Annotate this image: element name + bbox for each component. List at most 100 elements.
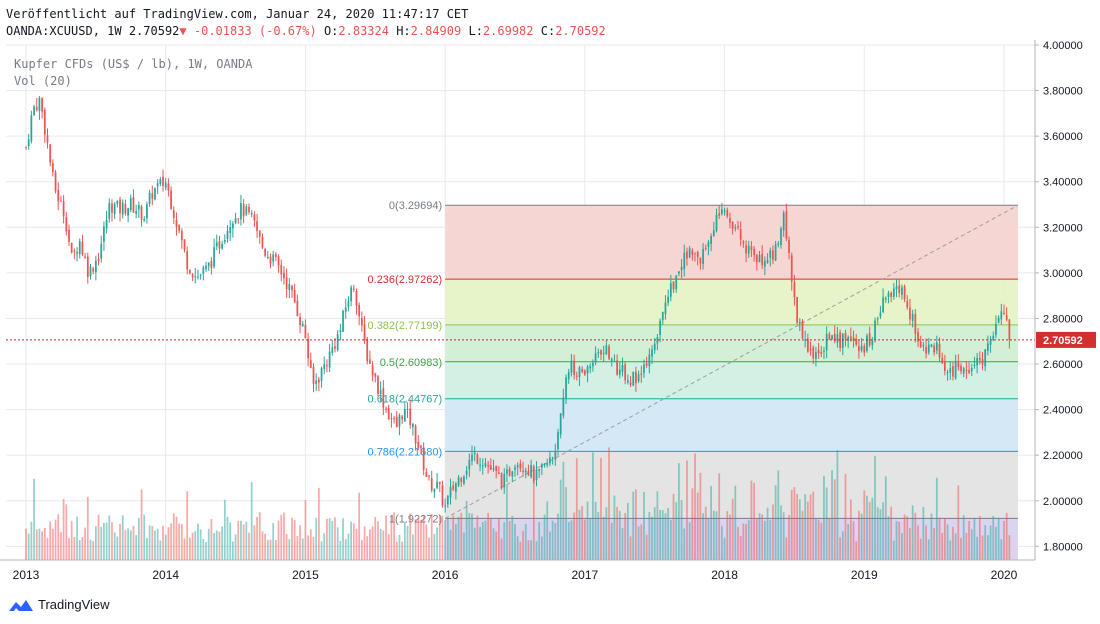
volume-bar [672,493,675,560]
candle [769,247,772,267]
candle-body [240,203,242,220]
volume-bar [723,537,726,560]
volume-bar [769,519,772,560]
volume-bar [532,478,535,560]
candle [836,326,839,348]
candle [565,374,567,405]
candle-body [312,367,315,384]
candle [892,282,895,300]
volume-bar [57,514,60,560]
candle-body [608,346,610,359]
volume-bar [143,514,146,560]
candle [766,253,769,264]
candle-body [210,261,213,269]
candle-body [463,476,465,484]
volume-bar [729,514,731,560]
candle [183,239,186,253]
candle-body [855,338,858,345]
candle-body [933,345,936,353]
candle-body [119,199,121,214]
volume-bar [207,528,210,560]
candle-body [508,468,511,476]
volume-bar [172,513,175,560]
candle [688,246,691,259]
candle-body [747,245,750,254]
candle [258,230,261,244]
candle-body [516,465,519,467]
candle [339,323,342,341]
volume-bar [938,517,941,560]
brand[interactable]: TradingView [8,597,110,612]
candle [108,198,111,223]
candle [129,194,132,213]
volume-bar [460,512,463,560]
candle-body [46,135,49,143]
candle-body [882,297,884,312]
candle-body [51,163,54,173]
volume-bar [890,506,893,560]
volume-bar [275,540,277,560]
candle-body [199,274,202,276]
candle-body [538,469,541,471]
candle [309,352,312,369]
candle [355,288,358,315]
candle-body [782,212,785,231]
volume-bar [855,541,858,560]
volume-bar [385,515,387,560]
volume-bar [678,463,680,560]
candle-body [669,282,672,297]
candle-body [527,471,530,476]
volume-bar [347,533,350,560]
candle-body [264,249,266,256]
volume-bar [551,520,554,560]
close-label: C: [540,24,556,38]
price-tick-label: 2.60000 [1043,359,1083,371]
candle [530,459,532,479]
candle-body [575,375,578,377]
volume-bar [812,491,815,560]
volume-bar [839,537,841,560]
candle [320,366,323,388]
volume-bar [637,526,640,560]
volume-bar [436,527,438,560]
candle-body [315,380,318,385]
candle-body [261,236,264,248]
fib-trend-line [444,204,1019,519]
volume-bar [575,458,578,560]
candle-body [992,335,995,341]
candle-body [500,473,503,488]
volume-bar [54,519,57,560]
volume-bar [833,479,836,560]
candle [113,202,116,219]
candle [522,461,524,477]
candle [272,250,275,267]
candle [532,464,535,484]
candle [403,401,406,422]
candle [608,344,610,361]
volume-bar [473,527,476,560]
volume-bar [648,512,651,560]
candle [903,284,906,303]
candle [226,225,229,243]
candle [245,204,248,217]
candle [788,236,790,260]
volume-bar [339,540,342,560]
low-label: L: [468,24,483,38]
candle-body [25,147,27,149]
candle-body [266,257,269,259]
candle-body [828,333,831,340]
candle [984,348,987,372]
time-tick-label: 2019 [851,568,878,582]
candle [229,220,232,241]
candle-body [180,231,183,241]
candle [554,443,557,466]
candle-body [1008,319,1011,340]
candle-body [962,368,965,374]
candle [858,339,860,359]
candle [420,444,422,455]
volume-bar [81,537,84,560]
candle-body [739,229,742,240]
volume-bar [871,497,874,560]
candle-body [377,376,379,395]
